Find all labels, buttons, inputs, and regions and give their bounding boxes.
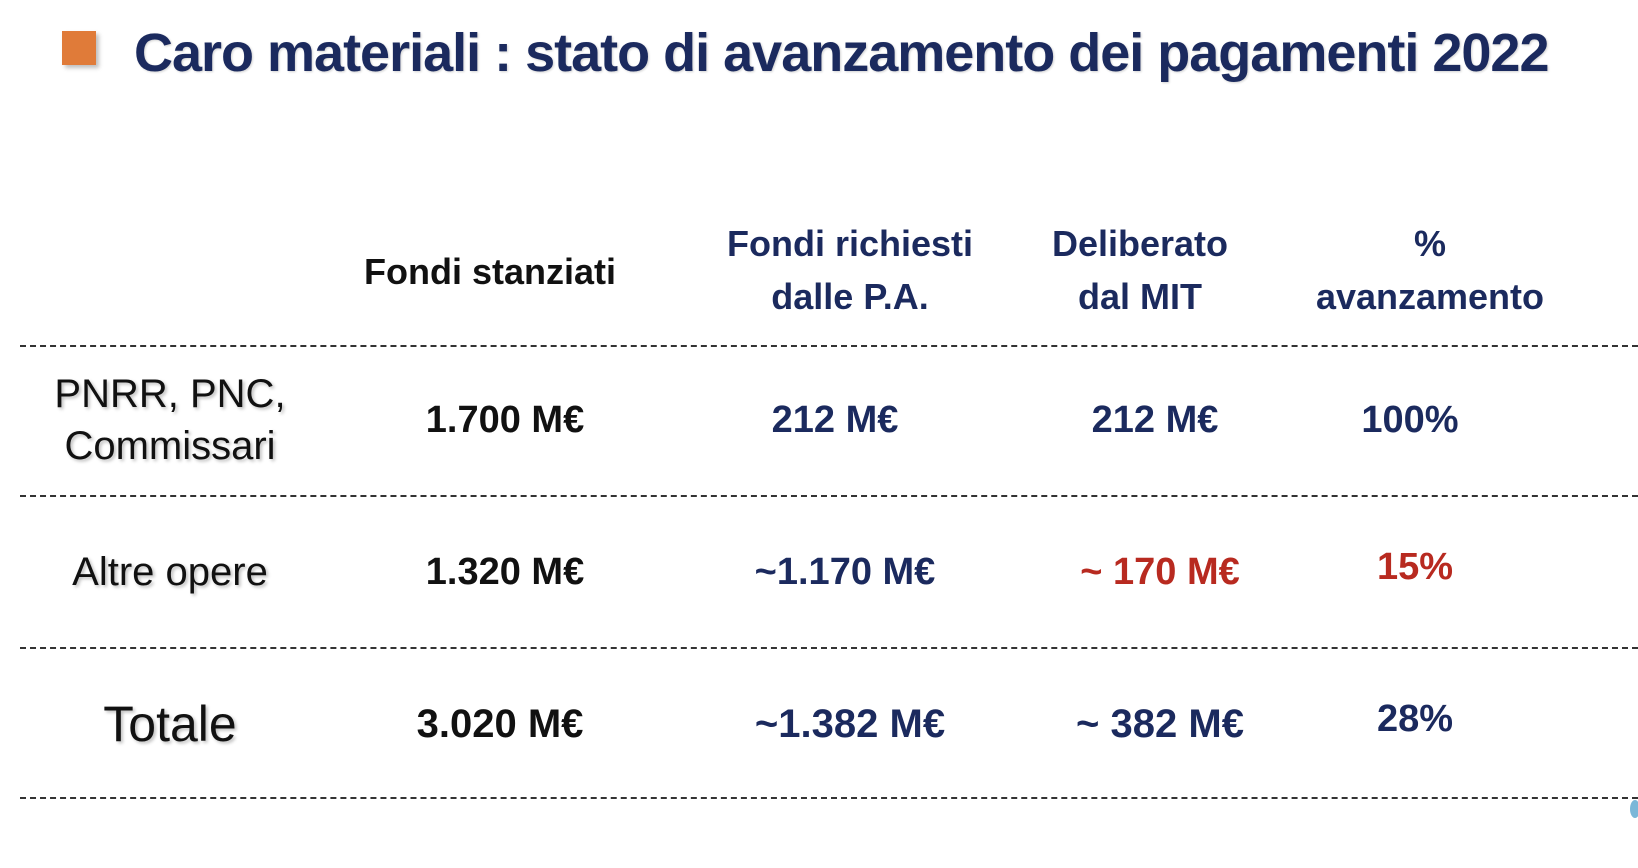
header-fondi-richiesti-line1: Fondi richiesti bbox=[726, 223, 974, 264]
divider-bottom bbox=[20, 797, 1638, 799]
title-bullet-icon bbox=[62, 31, 96, 65]
row-altre-avanzamento: 15% bbox=[1376, 546, 1454, 588]
header-deliberato: Deliberato dal MIT bbox=[1020, 222, 1260, 318]
header-avanzamento-line2: avanzamento bbox=[1315, 276, 1545, 318]
row-label-pnrr: PNRR, PNC, Commissari bbox=[20, 368, 320, 472]
row-totale-deliberato: ~ 382 M€ bbox=[1076, 702, 1244, 746]
divider-header bbox=[20, 345, 1638, 347]
row-totale-fondi-richiesti: ~1.382 M€ bbox=[754, 702, 946, 746]
row-pnrr-fondi-stanziati: 1.700 M€ bbox=[425, 399, 585, 441]
header-fondi-stanziati: Fondi stanziati bbox=[364, 251, 616, 292]
row-altre-fondi-stanziati: 1.320 M€ bbox=[425, 551, 585, 593]
header-deliberato-line1: Deliberato bbox=[1051, 223, 1229, 264]
row-totale-avanzamento: 28% bbox=[1376, 698, 1454, 740]
row-label-altre-opere: Altre opere bbox=[72, 550, 268, 594]
divider-row1 bbox=[20, 495, 1638, 497]
row-altre-deliberato: ~ 170 M€ bbox=[1080, 551, 1240, 593]
row-label-pnrr-line1: PNRR, PNC, bbox=[54, 372, 286, 416]
header-avanzamento-line1: % bbox=[1413, 223, 1446, 264]
header-deliberato-line2: dal MIT bbox=[1078, 276, 1202, 318]
row-label-pnrr-line2: Commissari bbox=[64, 424, 276, 468]
row-altre-fondi-richiesti: ~1.170 M€ bbox=[754, 551, 936, 593]
divider-row2 bbox=[20, 647, 1638, 649]
row-pnrr-avanzamento: 100% bbox=[1361, 399, 1459, 441]
row-pnrr-fondi-richiesti: 212 M€ bbox=[771, 399, 899, 441]
row-pnrr-deliberato: 212 M€ bbox=[1091, 399, 1219, 441]
header-avanzamento: % avanzamento bbox=[1280, 222, 1580, 318]
slide-title: Caro materiali : stato di avanzamento de… bbox=[134, 23, 1549, 83]
header-fondi-richiesti-line2: dalle P.A. bbox=[771, 276, 929, 318]
header-fondi-richiesti: Fondi richiesti dalle P.A. bbox=[700, 222, 1000, 318]
row-label-totale: Totale bbox=[103, 696, 237, 752]
row-totale-fondi-stanziati: 3.020 M€ bbox=[416, 702, 584, 746]
edge-dot-icon bbox=[1630, 800, 1638, 818]
